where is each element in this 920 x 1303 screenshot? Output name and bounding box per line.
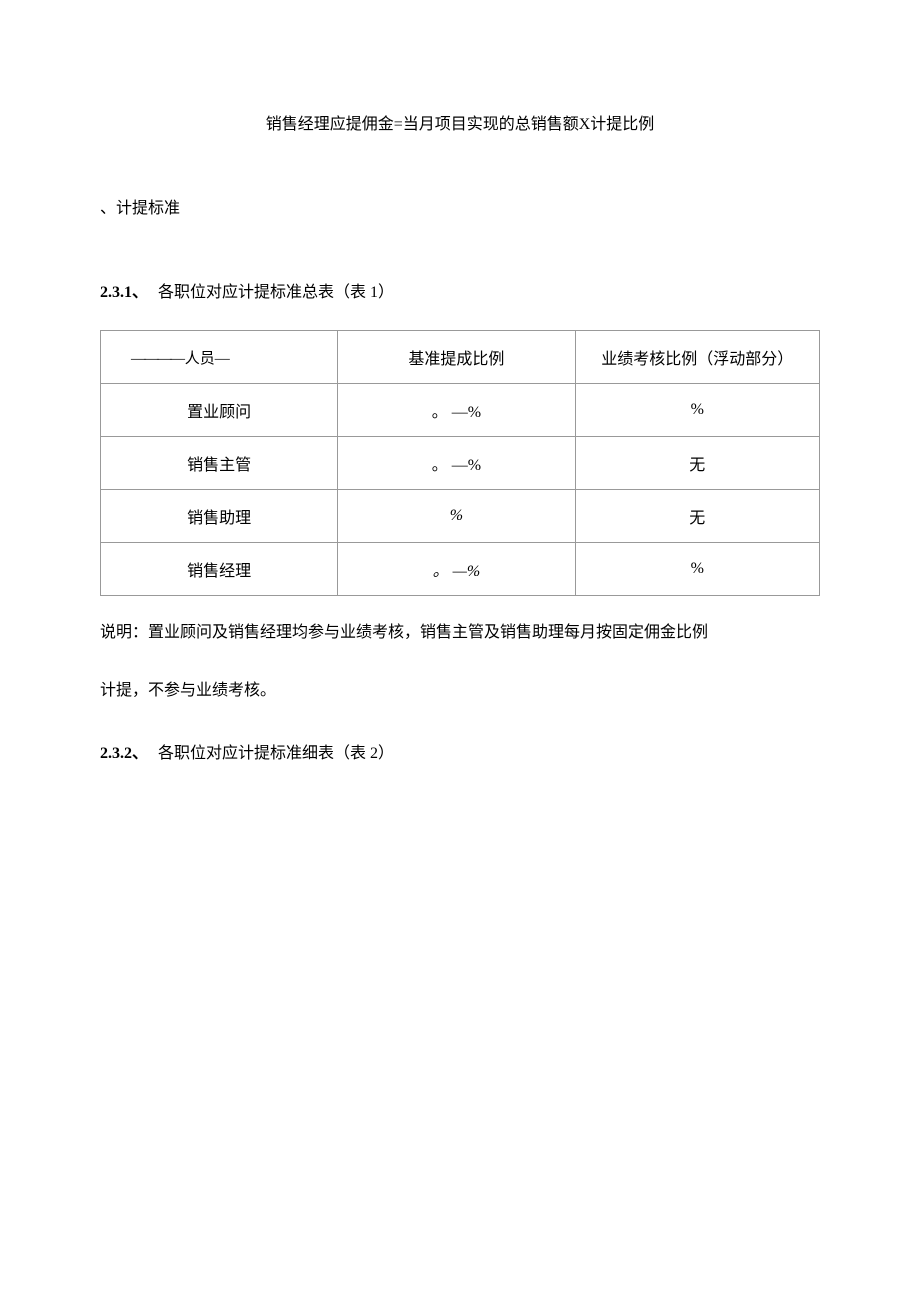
subsection-1-text: 各职位对应计提标准总表（表 1） xyxy=(158,284,394,301)
table-row: 销售助理 % 无 xyxy=(101,490,820,543)
cell-base: % xyxy=(338,490,575,543)
subsection-2-text: 各职位对应计提标准细表（表 2） xyxy=(158,745,394,762)
table-header-row: 人员 基准提成比例 业绩考核比例（浮动部分） xyxy=(101,331,820,384)
subsection-1-heading: 2.3.1、 各职位对应计提标准总表（表 1） xyxy=(100,278,820,302)
table-row: 销售主管 。 —% 无 xyxy=(101,437,820,490)
cell-person: 销售主管 xyxy=(101,437,338,490)
cell-person: 销售经理 xyxy=(101,543,338,596)
cell-base: 。 —% xyxy=(338,384,575,437)
cell-base: 。 —% xyxy=(338,543,575,596)
subsection-2-heading: 2.3.2、 各职位对应计提标准细表（表 2） xyxy=(100,739,820,763)
note-line-1: 说明：置业顾问及销售经理均参与业绩考核，销售主管及销售助理每月按固定佣金比例 xyxy=(100,620,820,646)
commission-standard-table: 人员 基准提成比例 业绩考核比例（浮动部分） 置业顾问 。 —% % 销售主管 … xyxy=(100,330,820,596)
formula-text: 销售经理应提佣金=当月项目实现的总销售额X计提比例 xyxy=(190,110,730,134)
cell-base: 。 —% xyxy=(338,437,575,490)
cell-perf: % xyxy=(575,543,819,596)
cell-perf: 无 xyxy=(575,437,819,490)
subsection-2-number: 2.3.2、 xyxy=(100,745,148,762)
cell-person: 销售助理 xyxy=(101,490,338,543)
table-row: 销售经理 。 —% % xyxy=(101,543,820,596)
cell-perf: % xyxy=(575,384,819,437)
note-line-2: 计提，不参与业绩考核。 xyxy=(100,678,820,704)
table-header-perf: 业绩考核比例（浮动部分） xyxy=(575,331,819,384)
cell-person: 置业顾问 xyxy=(101,384,338,437)
cell-perf: 无 xyxy=(575,490,819,543)
table-header-person: 人员 xyxy=(101,331,338,384)
table-row: 置业顾问 。 —% % xyxy=(101,384,820,437)
subsection-1-number: 2.3.1、 xyxy=(100,284,148,301)
section-heading: 、计提标准 xyxy=(100,194,820,218)
table-header-base: 基准提成比例 xyxy=(338,331,575,384)
